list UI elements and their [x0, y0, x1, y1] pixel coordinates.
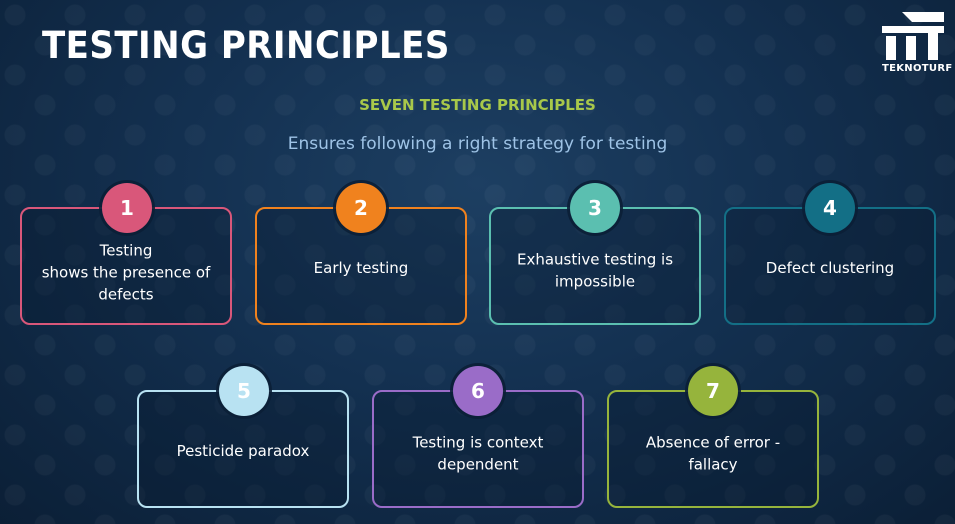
- principle-text-1: Testing shows the presence of defects: [41, 241, 211, 304]
- logo-text: TEKNOTURF: [882, 63, 953, 74]
- principle-number-5: 5: [219, 366, 269, 416]
- principle-text-4: Defect clustering: [765, 259, 895, 278]
- principle-text-6: Testing is context dependent: [412, 433, 544, 474]
- logo-icon: [882, 12, 944, 60]
- teknoturf-logo: TEKNOTURF: [882, 12, 953, 74]
- section-tagline: Ensures following a right strategy for t…: [287, 134, 668, 154]
- principle-text-7: Absence of error - fallacy: [645, 433, 781, 474]
- principle-number-4: 4: [805, 183, 855, 233]
- principle-number-1: 1: [102, 183, 152, 233]
- principle-number-7: 7: [688, 366, 738, 416]
- principle-number-2: 2: [336, 183, 386, 233]
- principle-number-3: 3: [570, 183, 620, 233]
- principle-number-6: 6: [453, 366, 503, 416]
- principle-text-5: Pesticide paradox: [176, 442, 310, 461]
- section-subtitle: SEVEN TESTING PRINCIPLES: [359, 96, 596, 114]
- principle-text-3: Exhaustive testing is impossible: [516, 250, 674, 291]
- page-title: TESTING PRINCIPLES: [42, 24, 450, 67]
- principle-text-2: Early testing: [313, 259, 409, 278]
